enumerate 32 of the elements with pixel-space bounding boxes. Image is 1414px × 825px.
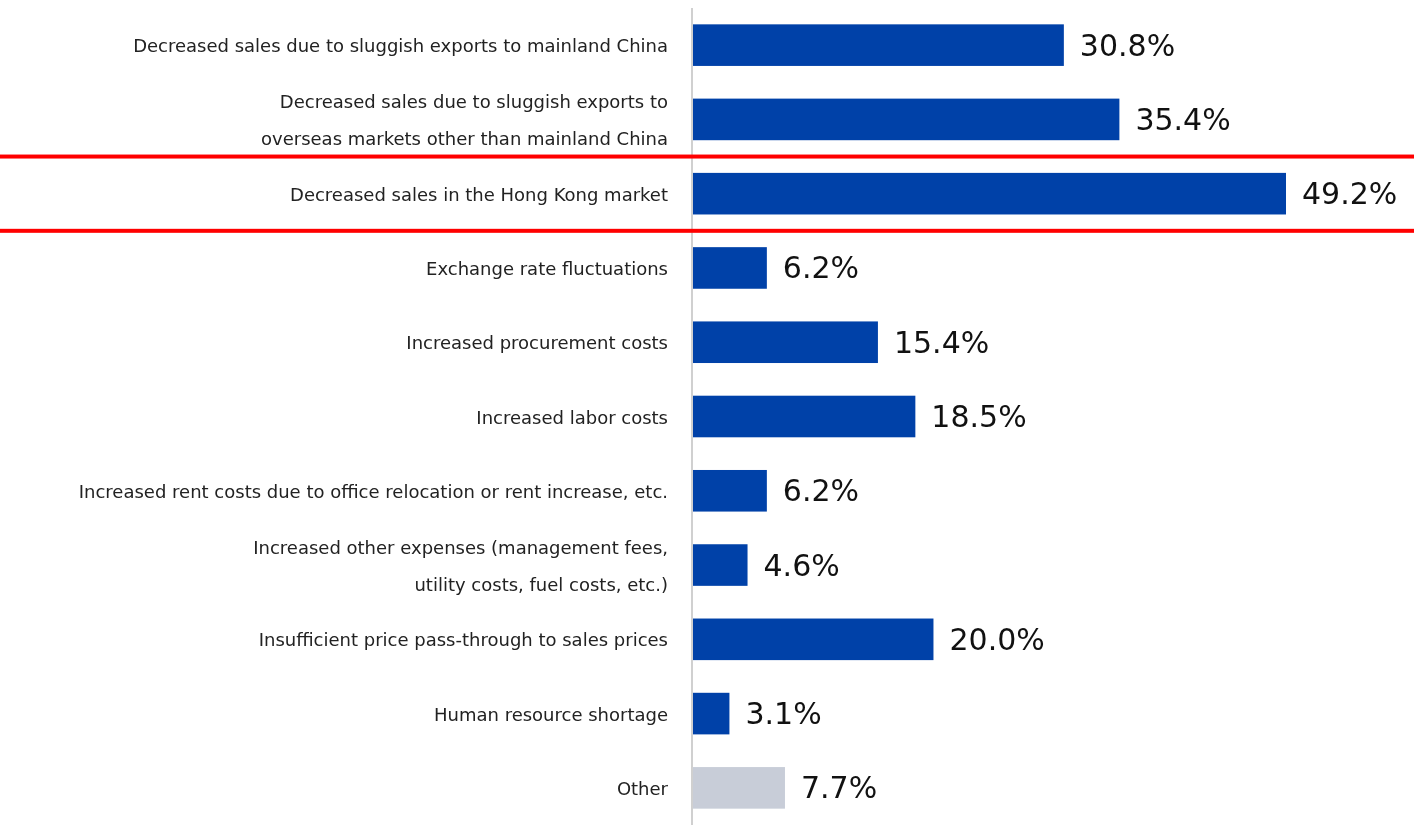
data-label: 6.2% <box>782 250 860 286</box>
data-label: 30.8% <box>1079 27 1176 63</box>
data-label: 15.4% <box>893 324 990 360</box>
bar <box>692 395 916 438</box>
bar <box>692 469 767 512</box>
bar <box>692 321 878 364</box>
y-tick-label: Decreased sales due to sluggish exports to overseas markets other than mainland China <box>261 90 668 149</box>
data-label: 35.4% <box>1135 101 1231 137</box>
bar <box>692 544 748 586</box>
bar <box>692 24 1064 66</box>
y-tick-label: Increased other expenses (management fees, utility costs, fuel costs, etc.) <box>253 536 668 595</box>
data-label: 20.0% <box>949 621 1045 657</box>
y-tick-label: Insufficient price pass-through to sales prices <box>258 628 668 650</box>
y-tick-label: Human resource shortage <box>434 703 668 725</box>
data-label: 7.7% <box>800 770 878 806</box>
y-tick-label: Decreased sales due to sluggish exports to mainland China <box>133 34 668 56</box>
y-tick-label: Exchange rate fluctuations <box>426 257 668 279</box>
bar <box>692 247 767 289</box>
data-label: 4.6% <box>763 547 840 583</box>
y-tick-label: Increased labor costs <box>476 406 668 427</box>
y-tick-label: Increased rent costs due to office relocation or rent increase, etc. <box>78 480 668 502</box>
data-label: 18.5% <box>931 399 1027 434</box>
y-tick-label: Increased procurement costs <box>406 331 668 353</box>
bar <box>692 98 1120 141</box>
bar <box>692 172 1286 215</box>
bar <box>692 692 730 735</box>
data-label: 49.2% <box>1302 176 1398 212</box>
bar <box>692 618 934 661</box>
y-tick-label: Decreased sales in the Hong Kong market <box>290 183 668 205</box>
y-tick-label: Other <box>616 777 669 799</box>
data-label: 6.2% <box>782 473 860 509</box>
data-label: 3.1% <box>745 696 822 732</box>
